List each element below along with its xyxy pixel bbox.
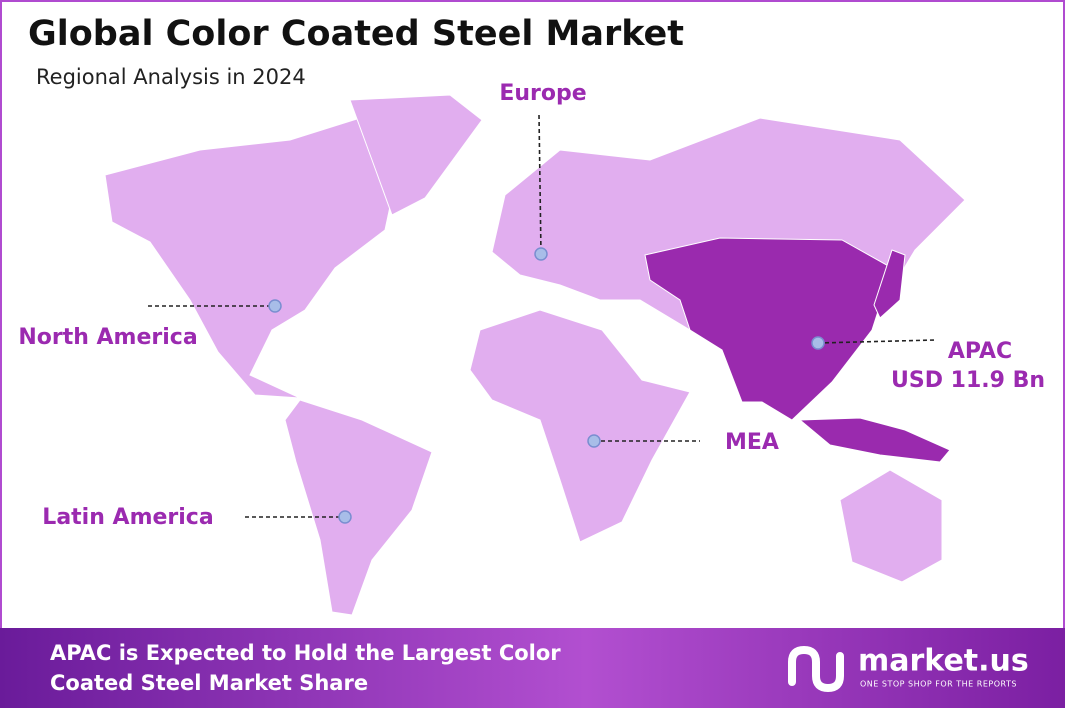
south-america	[284, 399, 433, 616]
leader-line	[538, 114, 542, 255]
region-label: Europe	[499, 81, 586, 106]
brand-logo: market.us ONE STOP SHOP FOR THE REPORTS	[788, 644, 1029, 693]
subtitle: Regional Analysis in 2024	[36, 65, 306, 89]
region-label: APAC	[948, 339, 1012, 364]
region-label: North America	[18, 325, 197, 350]
title: Global Color Coated Steel Market	[28, 14, 684, 54]
region-label: Latin America	[42, 505, 213, 530]
brand-name: market.us	[858, 644, 1029, 679]
footer-text: Coated Steel Market Share	[50, 671, 368, 695]
marker	[811, 336, 825, 350]
africa	[469, 309, 691, 543]
world-map	[104, 94, 966, 616]
greenland	[349, 94, 483, 216]
region-label: MEA	[725, 430, 779, 455]
japan	[873, 249, 906, 319]
marker	[534, 247, 548, 261]
leader-line	[817, 339, 936, 344]
region-value: USD 11.9 Bn	[891, 368, 1045, 393]
marker	[338, 510, 352, 524]
apac-region	[644, 237, 893, 421]
callouts: Europe North America APAC USD 11.9 Bn ME…	[18, 81, 1045, 530]
north-america	[104, 117, 401, 399]
marker	[268, 299, 282, 313]
footer-text: APAC is Expected to Hold the Largest Col…	[50, 641, 561, 665]
australia	[839, 469, 943, 583]
footer-band	[0, 628, 1065, 708]
logo-icon	[788, 645, 844, 693]
apac-islands	[798, 417, 951, 463]
brand-tagline: ONE STOP SHOP FOR THE REPORTS	[860, 680, 1017, 689]
marker	[587, 434, 601, 448]
